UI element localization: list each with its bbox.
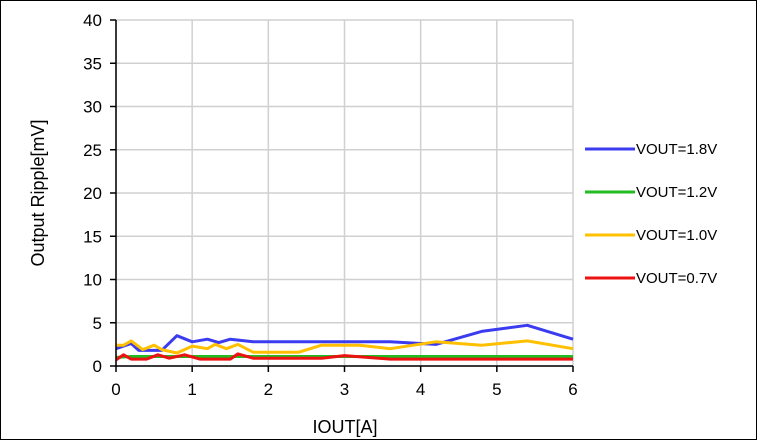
y-tick-label-30: 30 (83, 98, 102, 117)
x-tick-label-1: 1 (187, 380, 196, 399)
legend: VOUT=1.8V VOUT=1.2V VOUT=1.0V VOUT=0.7V (585, 141, 717, 287)
legend-label-1: VOUT=1.8V (636, 141, 717, 158)
legend-label-2: VOUT=1.2V (636, 184, 717, 201)
x-tick-label-6: 6 (568, 380, 577, 399)
y-tick-label-20: 20 (83, 184, 102, 203)
x-axis-title: IOUT[A] (312, 417, 377, 437)
y-axis-title: Output Ripple[mV] (28, 119, 48, 266)
y-tick-label-35: 35 (83, 54, 102, 73)
y-tick-label-25: 25 (83, 141, 102, 160)
y-tick-label-10: 10 (83, 271, 102, 290)
y-tick-label-0: 0 (93, 357, 102, 376)
series-layer (115, 323, 574, 362)
x-tick-label-4: 4 (416, 380, 425, 399)
series-line-3 (116, 339, 574, 355)
axes (110, 19, 574, 372)
x-tick-label-2: 2 (264, 380, 273, 399)
x-tick-label-5: 5 (492, 380, 501, 399)
legend-label-4: VOUT=0.7V (636, 270, 717, 287)
series-line-4 (115, 352, 573, 362)
y-tick-label-5: 5 (93, 314, 102, 333)
x-tick-labels: 0 1 2 3 4 5 6 (111, 380, 577, 399)
y-tick-labels: 0 5 10 15 20 25 30 35 40 (83, 11, 102, 376)
x-tick-label-3: 3 (340, 380, 349, 399)
legend-label-3: VOUT=1.0V (636, 227, 717, 244)
grid-lines (115, 19, 574, 367)
series-line-1 (115, 323, 574, 352)
x-tick-label-0: 0 (111, 380, 120, 399)
y-tick-label-40: 40 (83, 11, 102, 30)
y-tick-label-15: 15 (83, 227, 102, 246)
